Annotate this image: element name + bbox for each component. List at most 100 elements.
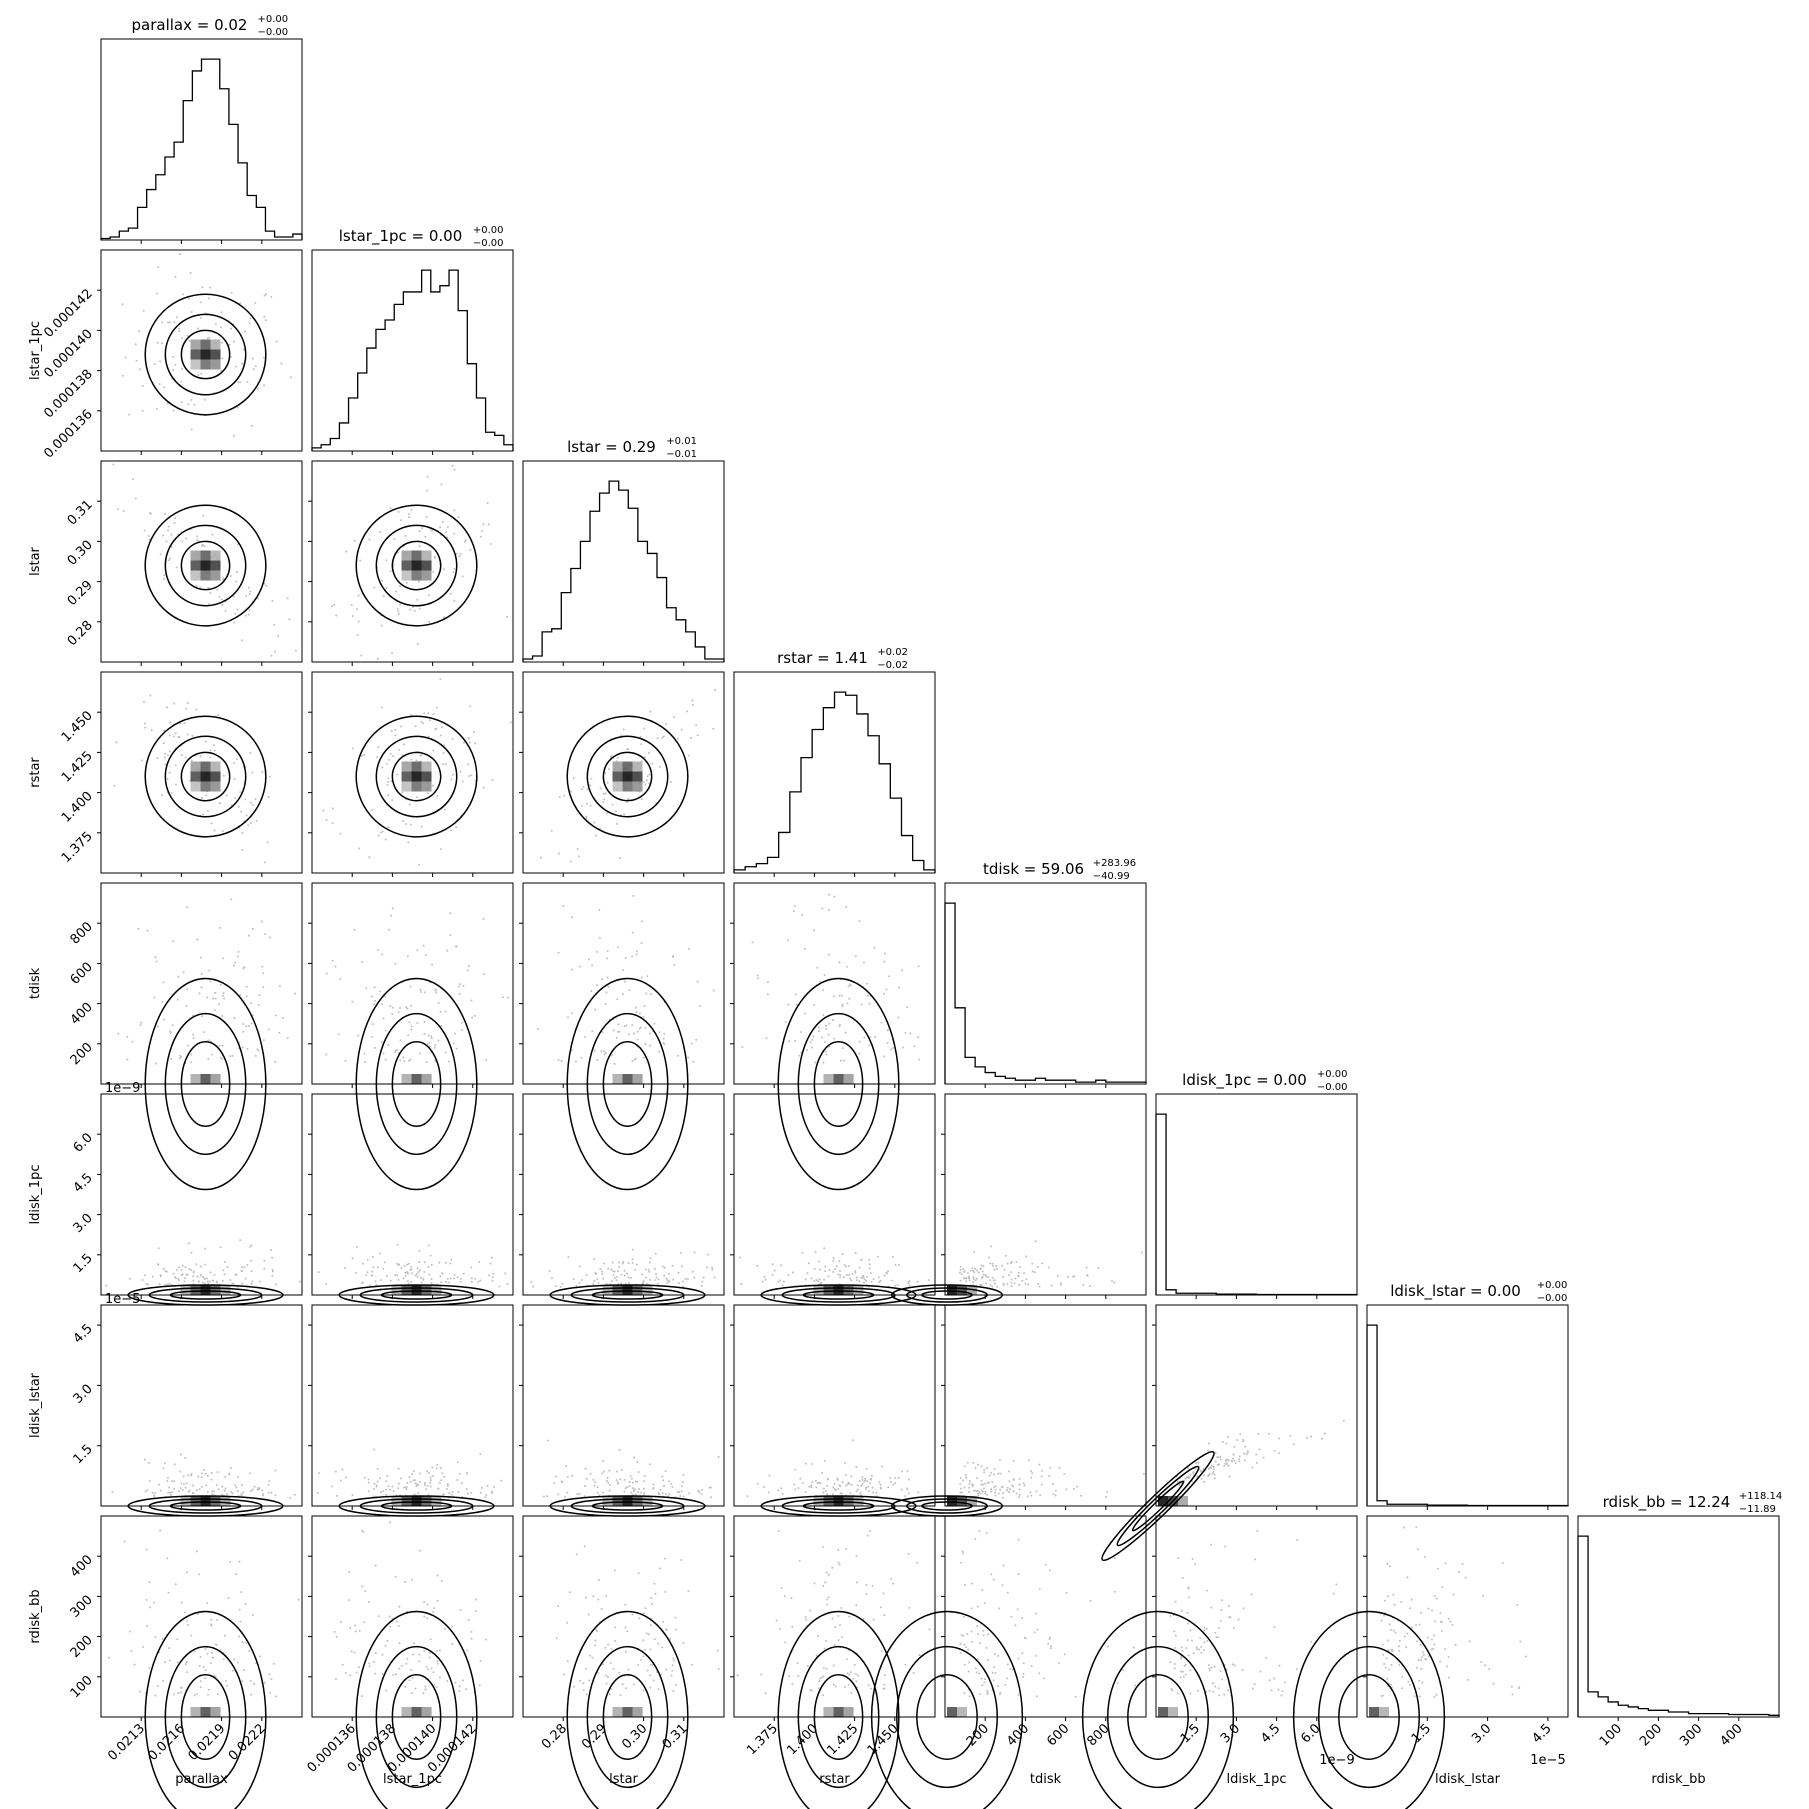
scatter-point <box>1224 1462 1227 1465</box>
scatter-point <box>894 1482 897 1485</box>
scatter-point <box>585 1477 588 1480</box>
scatter-point <box>184 756 187 759</box>
scatter-point <box>578 1282 581 1285</box>
scatter-point <box>983 1681 986 1684</box>
scatter-point <box>225 794 228 797</box>
scatter-point <box>716 1649 719 1652</box>
scatter-point <box>827 908 830 911</box>
scatter-point <box>602 801 605 804</box>
scatter-point <box>420 1281 423 1284</box>
scatter-point <box>1025 1255 1028 1258</box>
scatter-point <box>203 1277 206 1280</box>
scatter-point <box>1207 1663 1210 1666</box>
scatter-point <box>221 994 224 997</box>
scatter-point <box>250 1282 253 1285</box>
scatter-point <box>344 1476 347 1479</box>
scatter-point <box>368 856 371 859</box>
scatter-point <box>631 1613 634 1616</box>
scatter-point <box>589 804 592 807</box>
scatter-point <box>241 1680 244 1683</box>
scatter-point <box>1002 1282 1005 1285</box>
scatter-point <box>179 1470 182 1473</box>
scatter-point <box>963 1486 966 1489</box>
scatter-point <box>597 1671 600 1674</box>
scatter-point <box>280 362 283 365</box>
panel-rdisk_bb-vs-parallax <box>97 1515 303 1809</box>
scatter-point <box>1202 1467 1205 1470</box>
scatter-point <box>406 1279 409 1282</box>
scatter-point <box>1073 1487 1076 1490</box>
scatter-point <box>1085 1266 1088 1269</box>
scatter-point <box>455 552 458 555</box>
scatter-point <box>185 537 188 540</box>
scatter-point <box>371 1035 374 1038</box>
scatter-point <box>401 819 404 822</box>
density-cell <box>833 1496 844 1506</box>
scatter-point <box>173 1463 176 1466</box>
scatter-point <box>213 1274 216 1277</box>
scatter-point <box>693 1276 696 1279</box>
scatter-point <box>410 1692 413 1695</box>
density-cell <box>957 1707 967 1717</box>
scatter-point <box>993 1653 996 1656</box>
scatter-point <box>270 1249 273 1252</box>
scatter-point <box>500 1479 503 1482</box>
scatter-point <box>200 1485 203 1488</box>
scatter-point <box>220 311 223 314</box>
scatter-point <box>1388 1623 1391 1626</box>
scatter-point <box>425 515 428 518</box>
scatter-point <box>846 1002 849 1005</box>
scatter-point <box>634 1493 637 1496</box>
density-cell <box>947 1496 957 1506</box>
scatter-point <box>267 1491 270 1494</box>
scatter-point <box>991 1276 994 1279</box>
scatter-point <box>200 1274 203 1277</box>
scatter-point <box>633 1456 636 1459</box>
scatter-point <box>201 544 204 547</box>
scatter-point <box>229 1279 232 1282</box>
scatter-point <box>1219 1458 1222 1461</box>
scatter-point <box>1066 1275 1069 1278</box>
scatter-point <box>866 994 869 997</box>
scatter-point <box>880 1465 883 1468</box>
panel-lstar-vs-lstar_1pc <box>308 460 514 666</box>
scatter-point <box>433 1684 436 1687</box>
scatter-point <box>258 994 261 997</box>
scatter-point <box>240 1266 243 1269</box>
scatter-point <box>917 965 920 968</box>
scatter-point <box>643 1004 646 1007</box>
y-tick-label-lstar: 0.31 <box>65 497 96 528</box>
scatter-point <box>444 1010 447 1013</box>
scatter-point <box>450 1493 453 1496</box>
scatter-point <box>833 1487 836 1490</box>
scatter-point <box>696 734 699 737</box>
scatter-point <box>981 1684 984 1687</box>
scatter-point <box>603 1053 606 1056</box>
scatter-point <box>665 1628 668 1631</box>
panel-frame <box>522 1093 725 1296</box>
scatter-point <box>364 1589 367 1592</box>
scatter-point <box>966 1272 969 1275</box>
panel-title-ldisk_lstar: ldisk_lstar = 0.00 <box>1390 1282 1521 1301</box>
scatter-point <box>407 1059 410 1062</box>
x-tick-label-rdisk_bb: 300 <box>1677 1721 1705 1749</box>
panel-rdisk_bb-vs-ldisk_lstar <box>1292 1515 1569 1809</box>
scatter-point <box>680 1265 683 1268</box>
scatter-point <box>842 1059 845 1062</box>
scatter-point <box>631 1493 634 1496</box>
scatter-point <box>428 1273 431 1276</box>
scatter-point <box>1214 1452 1217 1455</box>
scatter-point <box>223 1489 226 1492</box>
scatter-point <box>1461 1563 1464 1566</box>
panel-frame <box>733 882 936 1085</box>
scatter-point <box>433 1046 436 1049</box>
scatter-point <box>392 755 395 758</box>
scatter-point <box>658 1050 661 1053</box>
scatter-point <box>1225 1461 1228 1464</box>
scatter-point <box>1383 1614 1386 1617</box>
panel-tdisk-vs-parallax <box>97 882 303 1191</box>
scatter-point <box>821 1694 824 1697</box>
scatter-point <box>671 1485 674 1488</box>
scatter-point <box>134 497 137 500</box>
scatter-point <box>976 1605 979 1608</box>
